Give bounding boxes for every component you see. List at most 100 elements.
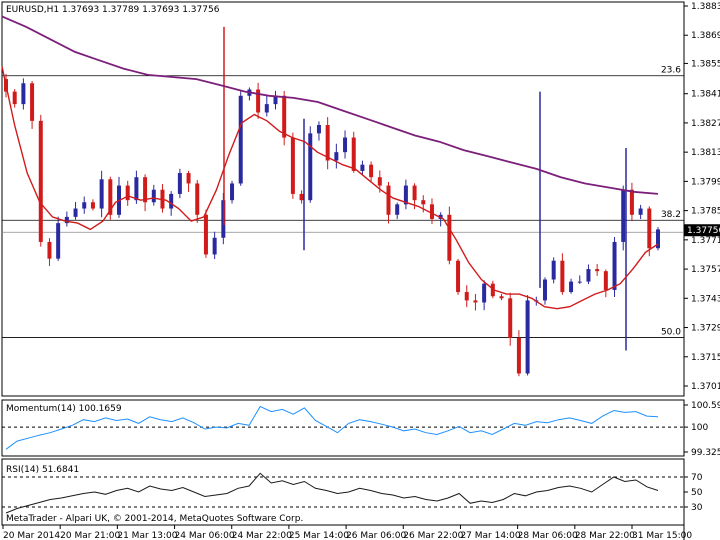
fib-level-label: 38.2 bbox=[661, 210, 681, 220]
candle-body bbox=[429, 204, 434, 219]
candle-body bbox=[351, 137, 356, 171]
price-tick-label: 1.37430 bbox=[691, 294, 720, 304]
candle-body bbox=[273, 95, 278, 105]
price-tick-label: 1.37710 bbox=[691, 236, 720, 246]
momentum-tick-label: 99.3255 bbox=[691, 448, 720, 458]
time-tick-label: 20 Mar 2014 bbox=[3, 531, 60, 540]
current-price-label: 1.37756 bbox=[687, 226, 720, 236]
candle-body bbox=[586, 269, 591, 282]
candle-body bbox=[508, 298, 513, 338]
candle-body bbox=[12, 91, 17, 105]
candle-body bbox=[151, 189, 156, 203]
price-tick-label: 1.37850 bbox=[691, 207, 720, 217]
slow-moving-average-line bbox=[1, 15, 659, 195]
candle-body bbox=[560, 260, 565, 293]
candle-body bbox=[21, 83, 26, 105]
time-tick-label: 21 Mar 13:00 bbox=[117, 531, 177, 540]
candle-body bbox=[264, 104, 269, 113]
price-tick-label: 1.38130 bbox=[691, 148, 720, 158]
candle-body bbox=[421, 200, 426, 205]
candle-body bbox=[177, 173, 182, 194]
price-tick-label: 1.37570 bbox=[691, 265, 720, 275]
candle-body bbox=[203, 214, 208, 255]
candle-body bbox=[369, 164, 374, 178]
candle-body bbox=[212, 237, 217, 255]
candle-body bbox=[64, 216, 69, 224]
chart-header: EURUSD,H1 1.37693 1.37789 1.37693 1.3775… bbox=[6, 5, 220, 15]
time-tick-label: 24 Mar 06:00 bbox=[175, 531, 235, 540]
price-tick-label: 1.37010 bbox=[691, 382, 720, 392]
time-tick-label: 26 Mar 06:00 bbox=[346, 531, 406, 540]
candle-body bbox=[30, 83, 35, 121]
time-tick-label: 31 Mar 15:00 bbox=[632, 531, 692, 540]
momentum-tick-label: 100.5999 bbox=[691, 401, 720, 411]
price-tick-label: 1.37290 bbox=[691, 324, 720, 334]
candle-body bbox=[377, 177, 382, 186]
time-tick-label: 20 Mar 21:00 bbox=[60, 531, 120, 540]
candle-body bbox=[395, 204, 400, 215]
price-tick-label: 1.38690 bbox=[691, 31, 720, 41]
price-panel-frame bbox=[1, 1, 685, 397]
candle-body bbox=[186, 173, 191, 184]
fib-level-label: 23.6 bbox=[661, 66, 681, 76]
candle-body bbox=[612, 241, 617, 290]
price-tick-label: 1.38555 bbox=[691, 59, 720, 69]
candle-body bbox=[325, 125, 330, 161]
rsi-tick-label: 70 bbox=[691, 473, 703, 483]
momentum-tick-label: 100 bbox=[691, 423, 708, 433]
candle-body bbox=[108, 179, 113, 215]
candle-body bbox=[134, 177, 139, 201]
candle-body bbox=[447, 214, 452, 261]
price-tick-label: 1.37990 bbox=[691, 177, 720, 187]
candle-body bbox=[456, 260, 461, 293]
momentum-panel-frame bbox=[1, 399, 685, 457]
candle-body bbox=[73, 208, 78, 217]
candle-body bbox=[360, 164, 365, 171]
candle-body bbox=[56, 223, 61, 259]
price-tick-label: 1.38410 bbox=[691, 90, 720, 100]
rsi-tick-label: 30 bbox=[691, 503, 703, 513]
time-tick-label: 28 Mar 06:00 bbox=[518, 531, 578, 540]
candle-body bbox=[256, 89, 261, 113]
candle-body bbox=[238, 95, 243, 184]
candle-body bbox=[125, 185, 130, 201]
time-tick-label: 28 Mar 22:00 bbox=[575, 531, 635, 540]
candle-body bbox=[343, 137, 348, 153]
candle-body bbox=[290, 137, 295, 194]
price-tick-label: 1.38830 bbox=[691, 2, 720, 12]
fib-level-label: 50.0 bbox=[661, 328, 681, 338]
price-tick-label: 1.37150 bbox=[691, 353, 720, 363]
candle-body bbox=[482, 283, 487, 303]
momentum-line bbox=[5, 405, 659, 450]
candle-body bbox=[412, 185, 417, 201]
candle-body bbox=[195, 183, 200, 215]
candle-body bbox=[595, 269, 600, 272]
candle-body bbox=[621, 189, 626, 242]
candle-body bbox=[99, 179, 104, 209]
candle-body bbox=[299, 193, 304, 201]
rsi-tick-label: 50 bbox=[691, 488, 703, 498]
candle-body bbox=[403, 185, 408, 205]
candle-body bbox=[499, 296, 504, 299]
time-tick-label: 27 Mar 14:00 bbox=[460, 531, 520, 540]
candle-body bbox=[577, 281, 582, 283]
candle-body bbox=[516, 337, 521, 374]
candle-body bbox=[169, 193, 174, 209]
candle-body bbox=[490, 283, 495, 297]
candle-body bbox=[647, 208, 652, 249]
price-tick-label: 1.38270 bbox=[691, 119, 720, 129]
candle-body bbox=[90, 202, 95, 209]
time-tick-label: 26 Mar 22:00 bbox=[403, 531, 463, 540]
candle-body bbox=[282, 95, 287, 138]
time-tick-label: 24 Mar 22:00 bbox=[232, 531, 292, 540]
candle-body bbox=[38, 120, 43, 242]
candle-body bbox=[334, 152, 339, 161]
candle-body bbox=[308, 133, 313, 201]
rsi-line bbox=[5, 472, 659, 514]
rsi-title: RSI(14) 51.6841 bbox=[6, 465, 79, 475]
time-tick-label: 25 Mar 14:00 bbox=[289, 531, 349, 540]
candle-body bbox=[82, 202, 87, 209]
candle-body bbox=[629, 189, 634, 215]
footer-copyright: MetaTrader - Alpari UK, © 2001-2014, Met… bbox=[6, 514, 303, 524]
